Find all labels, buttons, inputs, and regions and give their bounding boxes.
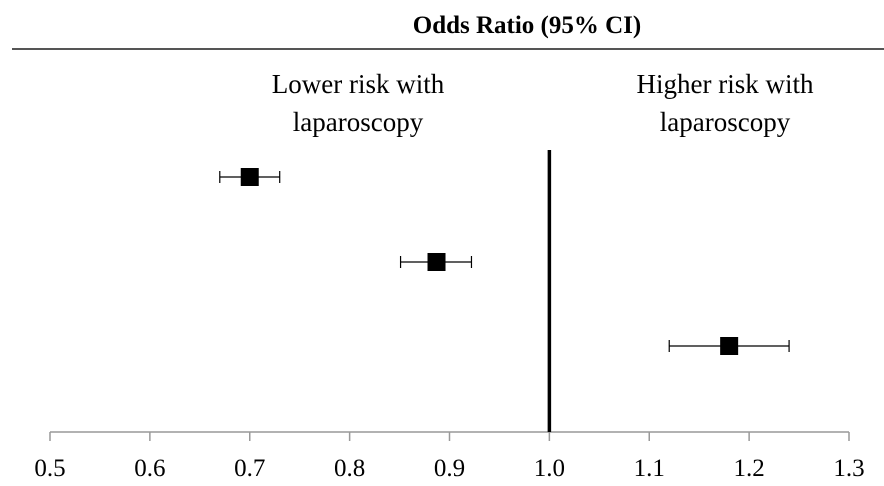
x-tick-label: 1.3 (833, 455, 864, 482)
annotation-lower-risk-line1: Lower risk with (272, 69, 445, 99)
data-points (219, 168, 790, 355)
x-tick-label: 0.5 (34, 455, 65, 482)
odds-ratio-marker (720, 337, 739, 355)
x-tick-label: 0.8 (334, 455, 365, 482)
x-tick-label: 1.1 (634, 455, 665, 482)
odds-ratio-marker (240, 168, 259, 186)
x-axis: 0.5 0.6 0.7 0.8 0.9 1.0 1.1 1.2 1.3 (34, 150, 865, 482)
odds-ratio-marker (427, 253, 446, 271)
x-tick-label: 0.6 (134, 455, 165, 482)
x-tick-label: 0.9 (434, 455, 465, 482)
x-tick-label: 1.0 (534, 455, 565, 482)
x-tick-label: 1.2 (734, 455, 765, 482)
annotation-higher-risk-line2: laparoscopy (660, 107, 791, 137)
annotation-higher-risk-line1: Higher risk with (637, 69, 814, 99)
x-tick-label: 0.7 (234, 455, 265, 482)
annotation-lower-risk-line2: laparoscopy (293, 107, 424, 137)
chart-title: Odds Ratio (95% CI) (413, 12, 642, 39)
